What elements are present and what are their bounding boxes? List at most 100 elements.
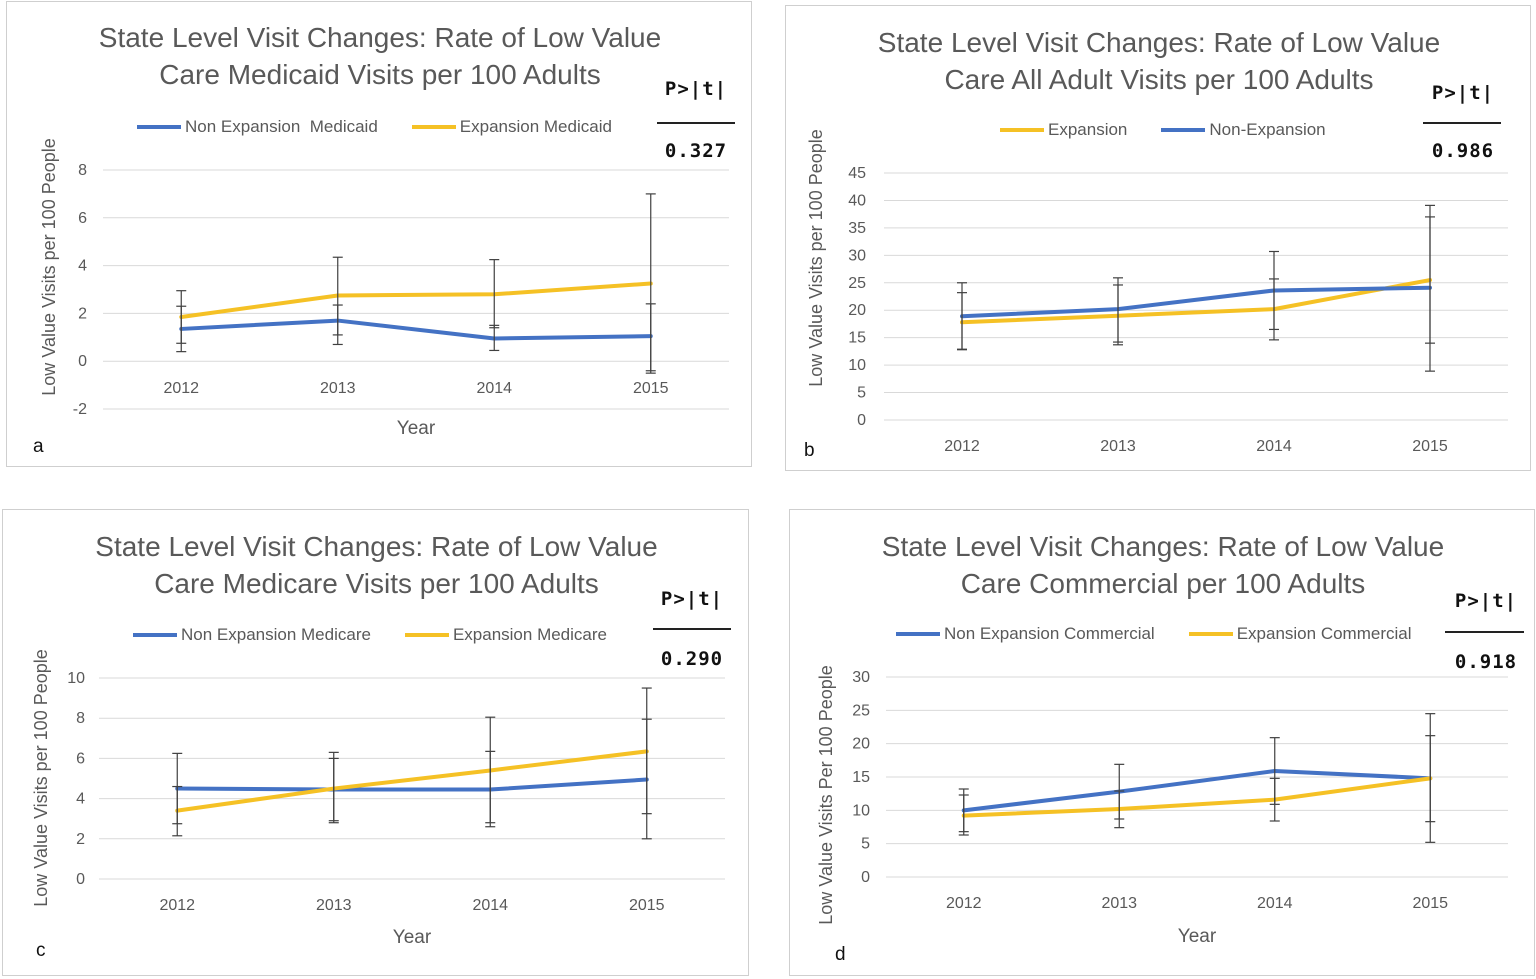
y-tick-label: 2 xyxy=(76,831,85,848)
p-value-header: P>|t| xyxy=(660,588,724,610)
series-line xyxy=(960,278,1432,325)
chart-title-line2: Care Medicaid Visits per 100 Adults xyxy=(159,59,601,90)
legend-item: Non Expansion Commercial xyxy=(896,624,1155,644)
series-line xyxy=(961,776,1433,818)
series-line xyxy=(175,777,649,792)
chart-title: State Level Visit Changes: Rate of Low V… xyxy=(7,19,753,93)
x-tick-label: 2014 xyxy=(476,380,512,397)
legend-label: Expansion Medicare xyxy=(452,625,607,644)
p-value: 0.290 xyxy=(660,648,724,670)
x-tick-label: 2012 xyxy=(163,380,199,397)
x-axis-title: Year xyxy=(393,927,432,948)
legend-item: Expansion Medicare xyxy=(404,625,607,645)
legend-label: Non Expansion Medicaid xyxy=(185,117,378,136)
chart-legend: Non Expansion Medicaid Expansion Medicai… xyxy=(137,117,612,137)
p-value: 0.918 xyxy=(1454,651,1518,673)
legend-item: Non Expansion Medicaid xyxy=(137,117,378,137)
p-value-rule xyxy=(653,628,731,630)
y-tick-label: 8 xyxy=(76,710,85,727)
y-tick-label: 25 xyxy=(852,702,870,719)
series-line xyxy=(179,318,653,341)
y-tick-label: 40 xyxy=(848,192,866,209)
x-tick-label: 2013 xyxy=(1100,438,1136,455)
x-tick-label: 2015 xyxy=(633,380,669,397)
p-value-header: P>|t| xyxy=(664,78,728,100)
y-tick-label: 25 xyxy=(848,275,866,292)
chart-title-line2: Care Commercial per 100 Adults xyxy=(960,568,1366,599)
legend-label: Expansion xyxy=(1048,120,1128,139)
chart-title-line2: Care Medicare Visits per 100 Adults xyxy=(154,568,599,599)
legend-swatch xyxy=(137,125,181,129)
chart-legend: Non Expansion Commercial Expansion Comme… xyxy=(896,624,1412,644)
y-tick-label: 0 xyxy=(76,871,85,888)
series-line xyxy=(179,281,653,319)
x-tick-label: 2012 xyxy=(946,895,982,912)
chart-title: State Level Visit Changes: Rate of Low V… xyxy=(786,24,1532,98)
y-axis-title: Low Value Visits per 100 People xyxy=(39,138,59,396)
series-line xyxy=(960,285,1432,319)
x-tick-label: 2015 xyxy=(629,897,665,914)
panel-letter: a xyxy=(33,436,44,457)
y-tick-label: 5 xyxy=(857,385,866,402)
legend-item: Expansion Medicaid xyxy=(411,117,612,137)
chart-panel-c: State Level Visit Changes: Rate of Low V… xyxy=(2,509,749,976)
legend-item: Expansion Commercial xyxy=(1188,624,1412,644)
chart-title-line1: State Level Visit Changes: Rate of Low V… xyxy=(877,27,1441,58)
y-axis-title: Low Value Visits Per 100 People xyxy=(816,665,836,925)
y-tick-label: 15 xyxy=(848,330,866,347)
p-value-header: P>|t| xyxy=(1431,82,1495,104)
y-tick-label: 4 xyxy=(78,258,87,275)
y-tick-label: 6 xyxy=(76,750,85,767)
series-line xyxy=(175,749,649,813)
chart-panel-d: State Level Visit Changes: Rate of Low V… xyxy=(789,509,1535,976)
y-tick-label: 8 xyxy=(78,162,87,179)
legend-item: Non-Expansion xyxy=(1161,120,1326,140)
x-axis-title: Year xyxy=(397,418,436,439)
legend-label: Non Expansion Medicare xyxy=(181,625,371,644)
y-tick-label: 20 xyxy=(852,736,870,753)
p-value-header: P>|t| xyxy=(1454,590,1518,612)
x-tick-label: 2013 xyxy=(1101,895,1137,912)
legend-swatch xyxy=(1161,128,1206,132)
legend-label: Expansion Medicaid xyxy=(459,117,612,136)
legend-swatch xyxy=(133,633,177,637)
chart-title: State Level Visit Changes: Rate of Low V… xyxy=(790,528,1536,602)
y-tick-label: 4 xyxy=(76,791,85,808)
x-tick-label: 2014 xyxy=(1257,895,1293,912)
y-tick-label: 10 xyxy=(848,357,866,374)
y-tick-label: 30 xyxy=(848,247,866,264)
y-tick-label: 45 xyxy=(848,165,866,182)
chart-plot-area: 10 8 6 4 2 0 2012 2013 2014 2015 Year Low Value Vis… xyxy=(31,649,725,948)
legend-label: Non-Expansion xyxy=(1209,120,1326,139)
y-tick-label: -2 xyxy=(73,401,87,418)
legend-label: Expansion Commercial xyxy=(1236,624,1412,643)
chart-title: State Level Visit Changes: Rate of Low V… xyxy=(3,528,750,602)
x-tick-label: 2015 xyxy=(1412,438,1448,455)
y-tick-label: 2 xyxy=(78,305,87,322)
legend-swatch xyxy=(411,125,456,129)
y-tick-label: 6 xyxy=(78,210,87,227)
x-tick-label: 2015 xyxy=(1412,895,1448,912)
y-tick-label: 5 xyxy=(861,836,870,853)
y-tick-label: 35 xyxy=(848,220,866,237)
legend-swatch xyxy=(896,632,940,636)
p-value: 0.986 xyxy=(1431,140,1495,162)
y-tick-label: 15 xyxy=(852,769,870,786)
panel-letter: b xyxy=(804,440,815,461)
y-tick-label: 30 xyxy=(852,669,870,686)
panel-letter: d xyxy=(835,944,846,965)
x-tick-label: 2014 xyxy=(1256,438,1292,455)
x-tick-label: 2013 xyxy=(316,897,352,914)
y-tick-label: 0 xyxy=(861,869,870,886)
chart-legend: Non Expansion Medicare Expansion Medicar… xyxy=(133,625,607,645)
series-line xyxy=(961,769,1433,813)
p-value-rule xyxy=(1445,631,1524,633)
chart-title-line1: State Level Visit Changes: Rate of Low V… xyxy=(95,531,658,562)
p-value-rule xyxy=(657,122,735,124)
x-tick-label: 2013 xyxy=(320,380,356,397)
legend-label: Non Expansion Commercial xyxy=(944,624,1155,643)
legend-item: Expansion xyxy=(1000,120,1127,140)
x-tick-label: 2012 xyxy=(159,897,195,914)
